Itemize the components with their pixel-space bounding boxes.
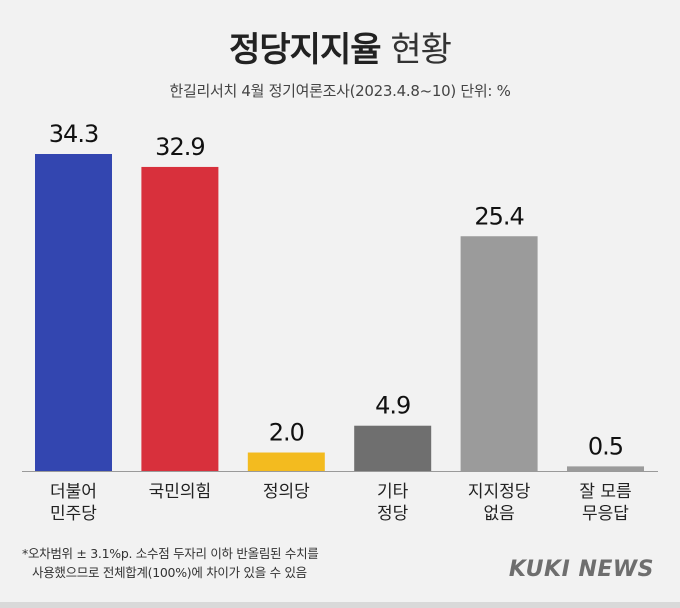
category-label: 잘 모름 bbox=[579, 482, 631, 502]
kuki-news-logo: KUKI NEWS bbox=[508, 557, 654, 582]
category-label: 정의당 bbox=[263, 482, 310, 502]
bar-value-label: 0.5 bbox=[588, 432, 623, 460]
category-label: 더불어 bbox=[50, 482, 97, 502]
footnote-line-1: *오차범위 ± 3.1%p. 소수점 두자리 이하 반올림된 수치를 bbox=[22, 546, 319, 561]
category-label: 없음 bbox=[483, 504, 514, 524]
bar bbox=[247, 452, 325, 471]
chart-subtitle: 한길리서치 4월 정기여론조사(2023.4.8~10) 단위: % bbox=[169, 82, 511, 100]
bar-value-label: 25.4 bbox=[474, 202, 523, 230]
bar bbox=[35, 154, 112, 471]
category-label: 민주당 bbox=[50, 504, 97, 524]
chart-title-main: 정당지지율 bbox=[229, 30, 381, 70]
bottom-strip bbox=[0, 602, 680, 608]
bar bbox=[567, 466, 644, 471]
bar bbox=[354, 425, 432, 471]
chart-title-sub: 현황 bbox=[390, 30, 452, 70]
bar-value-label: 2.0 bbox=[269, 419, 304, 447]
category-label: 정당 bbox=[377, 504, 409, 524]
bar-value-label: 4.9 bbox=[375, 392, 410, 420]
footnote-line-2: 사용했으므로 전체합계(100%)에 차이가 있을 수 있음 bbox=[32, 565, 307, 580]
footnote: *오차범위 ± 3.1%p. 소수점 두자리 이하 반올림된 수치를 사용했으므… bbox=[22, 544, 319, 582]
category-label: 국민의힘 bbox=[149, 482, 212, 502]
category-label: 기타 bbox=[377, 482, 409, 502]
bar-value-label: 32.9 bbox=[155, 133, 204, 161]
bar bbox=[141, 166, 219, 471]
bar-value-label: 34.3 bbox=[49, 120, 98, 148]
category-label: 무응답 bbox=[582, 504, 629, 524]
category-label: 지지정당 bbox=[468, 482, 531, 502]
bar bbox=[460, 236, 538, 471]
chart-title: 정당지지율 현황 bbox=[0, 22, 680, 71]
